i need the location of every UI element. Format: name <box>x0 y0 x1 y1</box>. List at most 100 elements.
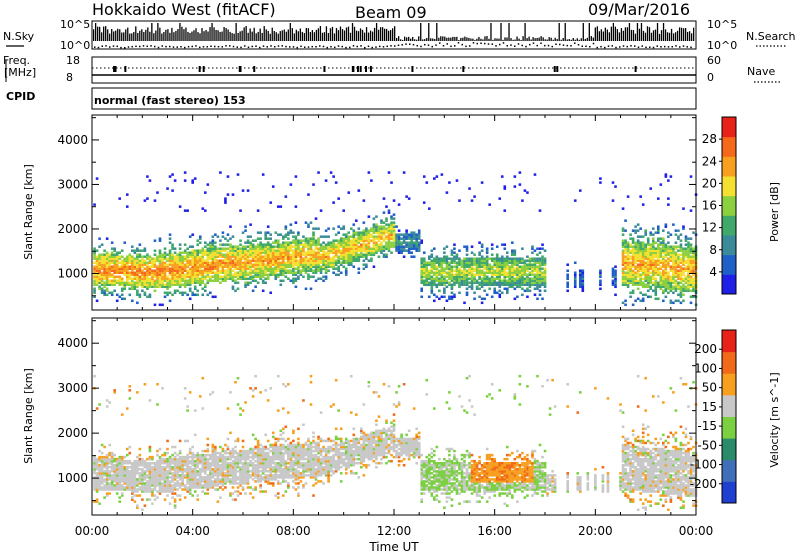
echo-cell <box>498 281 502 285</box>
nsky-bar <box>295 29 297 41</box>
echo-cell <box>646 243 650 246</box>
echo-cell <box>390 181 393 184</box>
echo-cell <box>168 281 172 285</box>
echo-cell <box>513 185 517 188</box>
echo-cell <box>629 271 632 275</box>
echo-cell <box>312 275 315 279</box>
echo-cell <box>503 257 507 260</box>
echo-cell <box>123 465 127 469</box>
nsky-bar <box>357 31 360 41</box>
echo-cell <box>485 247 489 250</box>
echo-cell <box>397 251 401 254</box>
nsky-bar <box>600 29 602 41</box>
nsky-bar <box>365 27 368 41</box>
echo-cell <box>641 251 645 254</box>
echo-cell <box>178 259 182 262</box>
echo-cell <box>274 241 278 244</box>
echo-cell <box>307 237 310 240</box>
echo-cell <box>337 261 340 264</box>
echo-cell <box>219 265 222 268</box>
nsky-bar <box>243 27 245 41</box>
echo-cell <box>639 269 642 272</box>
echo-cell <box>677 265 680 268</box>
echo-cell <box>581 277 585 281</box>
echo-cell <box>269 291 273 295</box>
echo-cell <box>536 267 539 270</box>
echo-cell <box>236 271 240 275</box>
echo-cell <box>687 245 690 248</box>
echo-cell <box>297 267 300 270</box>
echo-cell <box>128 293 132 297</box>
echo-cell <box>118 267 122 270</box>
echo-cell <box>211 261 215 264</box>
echo-cell <box>136 391 139 394</box>
echo-cell <box>430 277 434 281</box>
echo-cell <box>339 249 343 252</box>
echo-cell <box>282 263 285 266</box>
nsky-bar <box>620 28 623 41</box>
nsearch-point <box>101 45 103 47</box>
echo-cell <box>103 455 106 459</box>
echo-cell <box>528 261 532 264</box>
echo-cell <box>123 265 127 268</box>
echo-cell <box>307 265 310 268</box>
nsky-bar <box>157 23 159 41</box>
echo-cell <box>433 271 436 275</box>
echo-cell <box>148 474 152 477</box>
echo-cell <box>309 245 313 248</box>
echo-cell <box>234 265 237 268</box>
echo-cell <box>334 249 338 252</box>
echo-cell <box>662 285 665 289</box>
echo-cell <box>458 249 461 252</box>
echo-cell <box>198 265 202 268</box>
echo-cell <box>229 255 232 258</box>
echo-cell <box>100 257 104 260</box>
echo-cell <box>173 247 177 250</box>
echo-cell <box>93 463 96 467</box>
echo-cell <box>193 293 197 297</box>
echo-cell <box>460 265 464 268</box>
echo-cell <box>216 253 220 256</box>
echo-cell <box>407 235 411 238</box>
echo-cell <box>201 247 205 250</box>
echo-cell <box>98 279 101 283</box>
echo-cell <box>156 265 159 268</box>
echo-cell <box>624 241 627 244</box>
echo-cell <box>450 265 454 268</box>
nsky-bar <box>115 30 117 41</box>
echo-cell <box>433 265 436 268</box>
echo-cell <box>337 225 340 228</box>
echo-cell <box>646 275 650 279</box>
echo-cell <box>274 239 278 242</box>
nsearch-point <box>146 45 148 48</box>
echo-cell <box>458 275 461 279</box>
echo-cell <box>141 508 144 512</box>
nsky-bar <box>387 30 390 41</box>
nsky-bar <box>383 28 386 41</box>
echo-cell <box>443 291 446 295</box>
echo-cell <box>473 259 476 262</box>
echo-cell <box>500 279 504 283</box>
echo-cell <box>377 247 381 250</box>
echo-cell <box>229 277 232 281</box>
echo-cell <box>332 255 335 258</box>
echo-cell <box>261 265 265 268</box>
echo-cell <box>304 253 308 256</box>
echo-cell <box>505 251 509 254</box>
echo-cell <box>249 271 252 275</box>
echo-cell <box>387 209 391 212</box>
echo-cell <box>294 241 298 244</box>
echo-cell <box>498 289 502 293</box>
echo-cell <box>377 245 381 248</box>
echo-cell <box>672 249 675 252</box>
echo-cell <box>125 407 129 410</box>
echo-cell <box>397 241 401 244</box>
echo-cell <box>651 277 655 281</box>
echo-cell <box>440 283 444 287</box>
echo-cell <box>198 271 202 275</box>
echo-cell <box>380 243 383 246</box>
echo-cell <box>433 263 436 266</box>
echo-cell <box>161 281 164 285</box>
echo-cell <box>168 277 172 281</box>
echo-cell <box>425 263 429 266</box>
